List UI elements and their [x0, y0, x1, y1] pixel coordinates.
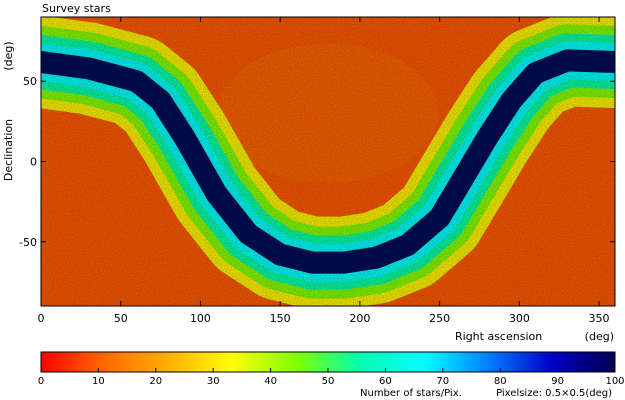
y-tick-label: -50	[19, 236, 37, 249]
y-axis-unit: (deg)	[2, 41, 15, 70]
x-tick-label: 50	[114, 312, 128, 325]
chart-title: Survey stars	[42, 2, 111, 15]
colorbar-tick-label: 30	[207, 376, 220, 387]
x-tick-label: 100	[190, 312, 211, 325]
x-tick-label: 0	[38, 312, 45, 325]
y-axis-title: Declination	[2, 119, 15, 181]
density-heatmap	[41, 17, 615, 306]
y-axis: -50 0 50	[19, 75, 615, 249]
x-tick-label: 300	[509, 312, 530, 325]
y-tick-label: 0	[30, 156, 37, 169]
x-axis-unit: (deg)	[585, 330, 614, 343]
colorbar-tick-label: 0	[38, 376, 44, 387]
x-axis-title: Right ascension	[455, 330, 542, 343]
colorbar	[41, 352, 615, 372]
y-tick-label: 50	[23, 75, 37, 88]
x-tick-label: 150	[270, 312, 291, 325]
colorbar-tick-label: 20	[149, 376, 162, 387]
x-tick-label: 200	[349, 312, 370, 325]
x-axis: 0 50 100 150 200 250 300 350	[38, 17, 610, 325]
heatmap-speckle	[41, 17, 615, 306]
colorbar-tick-label: 60	[379, 376, 392, 387]
colorbar-tick-label: 100	[605, 376, 624, 387]
colorbar-tick-label: 10	[92, 376, 105, 387]
colorbar-pixel-size-note: Pixelsize: 0.5×0.5(deg)	[496, 388, 612, 399]
colorbar-tick-label: 70	[436, 376, 449, 387]
x-tick-label: 350	[589, 312, 610, 325]
colorbar-axis: 0 10 20 30 40 50 60 70 80 90 100	[38, 368, 625, 387]
colorbar-tick-label: 90	[551, 376, 564, 387]
colorbar-tick-label: 40	[264, 376, 277, 387]
colorbar-tick-label: 80	[494, 376, 507, 387]
colorbar-title: Number of stars/Pix.	[360, 388, 462, 399]
x-tick-label: 250	[429, 312, 450, 325]
colorbar-tick-label: 50	[322, 376, 335, 387]
